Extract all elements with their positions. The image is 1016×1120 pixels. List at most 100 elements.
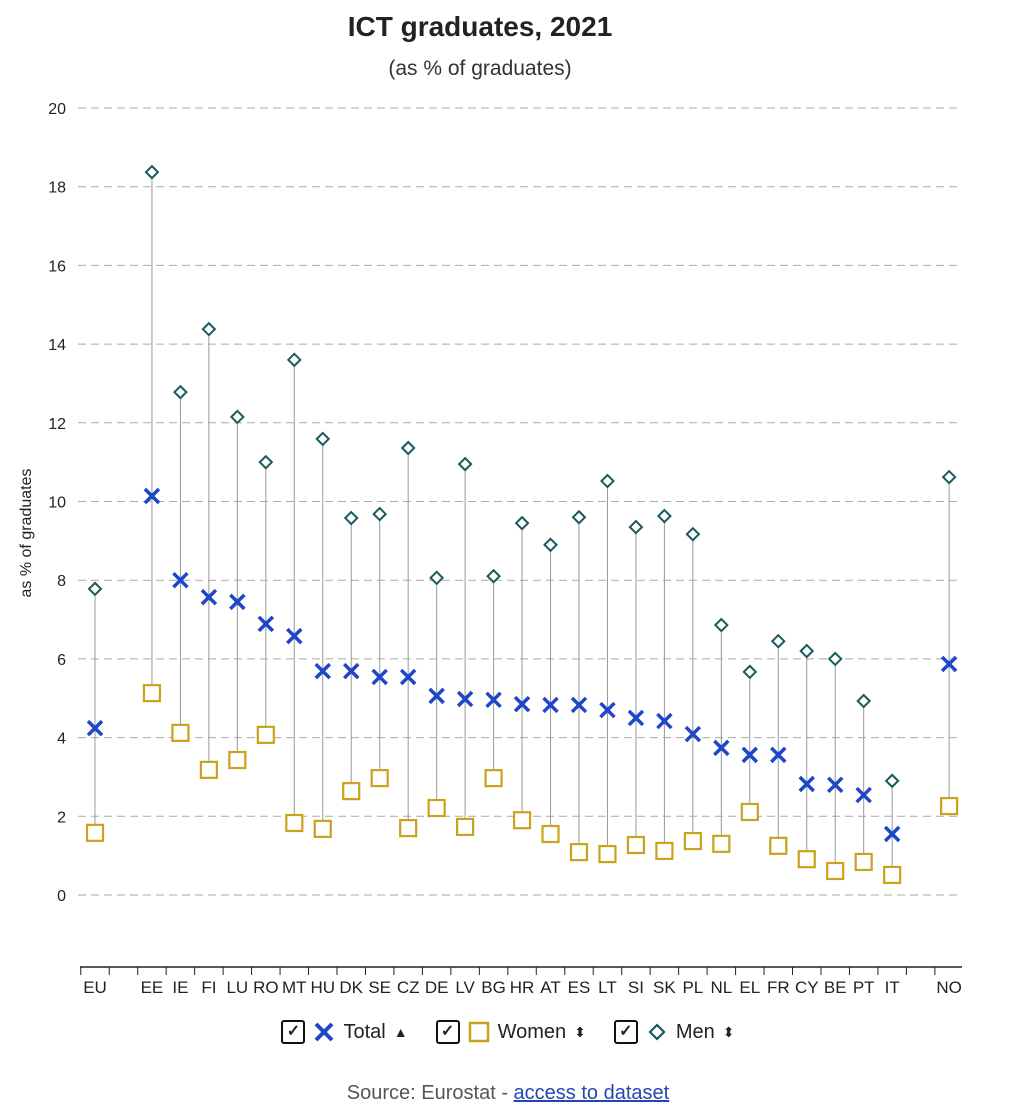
x-tick-label: EE — [141, 978, 164, 997]
total-point — [342, 662, 360, 680]
men-point — [286, 352, 302, 368]
x-tick-label: FR — [767, 978, 790, 997]
men-point — [941, 469, 957, 485]
y-tick-label: 20 — [48, 101, 66, 118]
men-point — [713, 617, 729, 633]
total-point — [428, 687, 445, 705]
x-tick-label: SE — [368, 978, 391, 997]
total-point — [314, 662, 331, 680]
men-point — [827, 651, 843, 667]
x-marker-icon — [315, 1022, 334, 1042]
legend-item-men[interactable]: ✓ Men ⬍ — [613, 1020, 735, 1044]
x-tick-label: RO — [253, 978, 279, 997]
total-point — [741, 746, 759, 764]
women-point — [256, 725, 275, 744]
total-point — [798, 775, 815, 793]
x-tick-label: PT — [853, 978, 875, 997]
women-point — [797, 850, 816, 869]
men-point — [543, 537, 558, 553]
total-point — [456, 690, 474, 708]
x-tick-label: MT — [282, 978, 307, 997]
x-tick-label: EU — [83, 978, 107, 997]
y-tick-label: 2 — [57, 809, 66, 826]
x-tick-label: SI — [628, 978, 644, 997]
x-tick-label: HU — [310, 978, 335, 997]
y-tick-label: 8 — [57, 573, 66, 590]
men-point — [400, 440, 416, 456]
women-point — [456, 817, 475, 837]
women-point — [655, 841, 674, 861]
men-point — [486, 568, 501, 584]
men-point — [457, 456, 473, 472]
x-tick-label: CZ — [397, 978, 420, 997]
legend-item-women[interactable]: ✓ Women ⬍ — [435, 1020, 586, 1044]
women-point — [342, 782, 361, 801]
x-tick-label: NL — [710, 978, 732, 997]
total-point — [599, 701, 616, 719]
x-tick-label: PL — [682, 978, 703, 997]
total-point — [570, 696, 588, 714]
x-tick-label: LV — [455, 978, 475, 997]
y-axis-label: as % of graduates — [18, 469, 35, 598]
chart-svg: ICT graduates, 2021 (as % of graduates) … — [18, 11, 962, 997]
checkbox-checked-icon[interactable]: ✓ — [435, 1020, 460, 1044]
men-point — [656, 508, 672, 524]
legend: ✓ Total ▲ ✓ Women ⬍ ✓ Men ⬍ — [0, 1020, 1016, 1044]
women-point — [740, 802, 759, 822]
total-point — [855, 786, 872, 804]
dataset-link[interactable]: access to dataset — [513, 1082, 670, 1104]
total-point — [656, 712, 673, 730]
men-point — [799, 643, 815, 659]
y-tick-label: 6 — [57, 652, 66, 669]
x-tick-label: BE — [824, 978, 847, 997]
diamond-marker-icon — [648, 1023, 666, 1041]
x-tick-label: FI — [201, 978, 216, 997]
sort-icon[interactable]: ⬍ — [722, 1023, 735, 1040]
source-note: Source: Eurostat - access to dataset — [0, 1082, 1016, 1105]
women-point — [313, 819, 332, 838]
men-point — [571, 509, 587, 525]
women-point — [541, 824, 560, 844]
x-tick-label: IE — [172, 978, 188, 997]
men-point — [884, 773, 900, 789]
women-point — [199, 760, 218, 779]
women-point — [712, 834, 731, 853]
y-tick-label: 18 — [48, 180, 66, 197]
checkbox-checked-icon[interactable]: ✓ — [613, 1020, 638, 1044]
men-point — [229, 409, 245, 425]
y-tick-label: 14 — [48, 337, 66, 354]
checkbox-checked-icon[interactable]: ✓ — [281, 1020, 306, 1044]
total-point — [684, 725, 702, 743]
men-point — [685, 526, 701, 542]
sort-ascending-icon[interactable]: ▲ — [393, 1024, 408, 1040]
legend-item-total[interactable]: ✓ Total ▲ — [281, 1020, 408, 1044]
x-tick-label: DE — [425, 978, 449, 997]
x-tick-label: LT — [598, 978, 617, 997]
men-point — [742, 664, 758, 680]
x-tick-label: AT — [540, 978, 560, 997]
women-point — [85, 823, 105, 842]
women-point — [484, 769, 503, 788]
x-tick-label: CY — [795, 978, 819, 997]
men-point — [172, 384, 188, 400]
women-point — [427, 798, 446, 818]
women-point — [171, 723, 190, 742]
women-point — [512, 811, 532, 830]
total-point — [940, 655, 958, 673]
women-point — [399, 819, 418, 838]
women-point — [683, 831, 702, 851]
men-point — [628, 519, 644, 535]
total-point — [143, 487, 161, 505]
men-point — [372, 506, 388, 522]
women-point — [626, 835, 646, 855]
total-point — [627, 709, 645, 727]
legend-label: Total — [343, 1020, 386, 1043]
x-tick-label: IT — [885, 978, 900, 997]
men-point — [144, 164, 160, 180]
total-point — [826, 776, 844, 794]
women-point — [598, 844, 617, 864]
chart-title: ICT graduates, 2021 — [348, 11, 613, 42]
x-tick-label: DK — [339, 978, 363, 997]
sort-icon[interactable]: ⬍ — [574, 1023, 586, 1040]
total-point — [713, 739, 730, 757]
